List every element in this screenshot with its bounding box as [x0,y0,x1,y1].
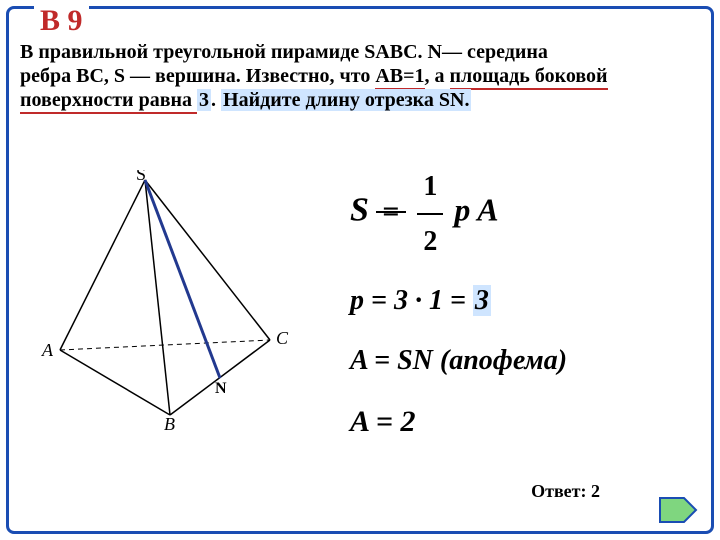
next-arrow-icon[interactable] [658,496,698,524]
value-3: 3 [197,89,211,111]
slide-title: В 9 [34,4,89,38]
frac-num: 1 [417,160,443,215]
p-val: 3 [473,285,491,316]
formula-area: S = 1 2 p A [350,160,567,268]
formulas-block: S = 1 2 p A p = 3 · 1 = 3 A = SN (апофем… [350,160,567,456]
problem-line3b: . [211,89,221,111]
pyramid-figure: S A B C [40,170,300,430]
sym-pa: p A [454,192,498,228]
formula-apothem: A = SN (апофема) [350,334,567,387]
p-lhs: p = 3 · 1 = [350,285,466,316]
label-n: N [215,380,227,398]
frac-den: 2 [417,215,443,268]
find-sn: Найдите длину отрезка SN. [221,89,471,111]
area-text: площадь боковой [450,65,608,90]
problem-line2b: , а [425,65,450,87]
formula-a-value: A = 2 [350,393,567,450]
problem-text: В правильной треугольной пирамиде SABC. … [20,40,700,112]
problem-line2a: ребра ВС, S — вершина. Известно, что [20,65,375,87]
fraction-half: 1 2 [417,160,443,268]
label-b: B [164,414,175,430]
problem-line1: В правильной треугольной пирамиде SABC. … [20,41,548,63]
ab-value: AB=1 [375,65,424,90]
problem-line3a: поверхности равна [20,89,197,114]
label-a: A [41,340,54,360]
label-s: S [136,170,146,184]
sym-s: S [350,192,369,229]
formula-perimeter: p = 3 · 1 = 3 [350,274,567,327]
label-c: C [276,328,289,348]
answer-text: Ответ: 2 [531,481,600,502]
